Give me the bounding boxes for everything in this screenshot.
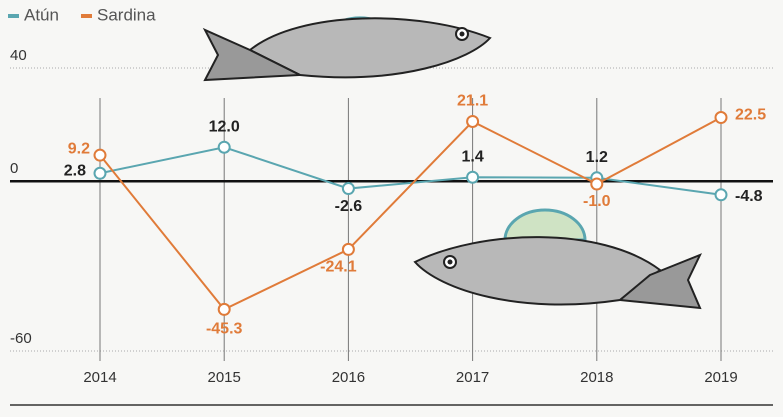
page: {"chart_data": {"type": "line", "categor… [0, 0, 783, 417]
point [467, 172, 478, 183]
y-tick-label: -60 [10, 330, 32, 347]
data-label: -2.6 [335, 198, 363, 215]
chart: -60 0 40 2014 2015 2016 2017 2018 2019 Atún Sardin… [0, 0, 783, 417]
y-tick-label: 40 [10, 47, 27, 64]
legend-swatch [81, 14, 92, 18]
data-label: 12.0 [209, 118, 240, 135]
data-label: 21.1 [457, 93, 488, 110]
fish-bottom [415, 210, 700, 308]
data-label: 1.4 [461, 148, 483, 165]
point [95, 150, 106, 161]
data-label: -4.8 [735, 188, 763, 205]
point [716, 112, 727, 123]
data-label: 1.2 [586, 149, 608, 166]
x-tick-label: 2017 [456, 369, 489, 386]
point [591, 179, 602, 190]
x-tick-label: 2015 [208, 369, 241, 386]
data-label: -24.1 [320, 259, 357, 276]
x-tick-label: 2019 [704, 369, 737, 386]
data-label: -1.0 [583, 193, 611, 210]
data-label: 2.8 [64, 162, 86, 179]
data-label: -45.3 [206, 321, 243, 338]
legend-swatch [8, 14, 19, 18]
fish-top [205, 18, 490, 80]
y-tick-label: 0 [10, 160, 18, 177]
legend-label: Sardina [97, 5, 156, 24]
legend-label: Atún [24, 5, 59, 24]
x-tick-label: 2018 [580, 369, 613, 386]
point [219, 142, 230, 153]
x-tick-label: 2016 [332, 369, 365, 386]
plot-back [10, 68, 773, 361]
data-label: 9.2 [68, 140, 90, 157]
point [343, 244, 354, 255]
data-label: 22.5 [735, 107, 766, 124]
point [219, 304, 230, 315]
point [95, 168, 106, 179]
point [716, 189, 727, 200]
point [467, 116, 478, 127]
series-line [100, 147, 721, 195]
x-tick-label: 2014 [83, 369, 116, 386]
point [343, 183, 354, 194]
